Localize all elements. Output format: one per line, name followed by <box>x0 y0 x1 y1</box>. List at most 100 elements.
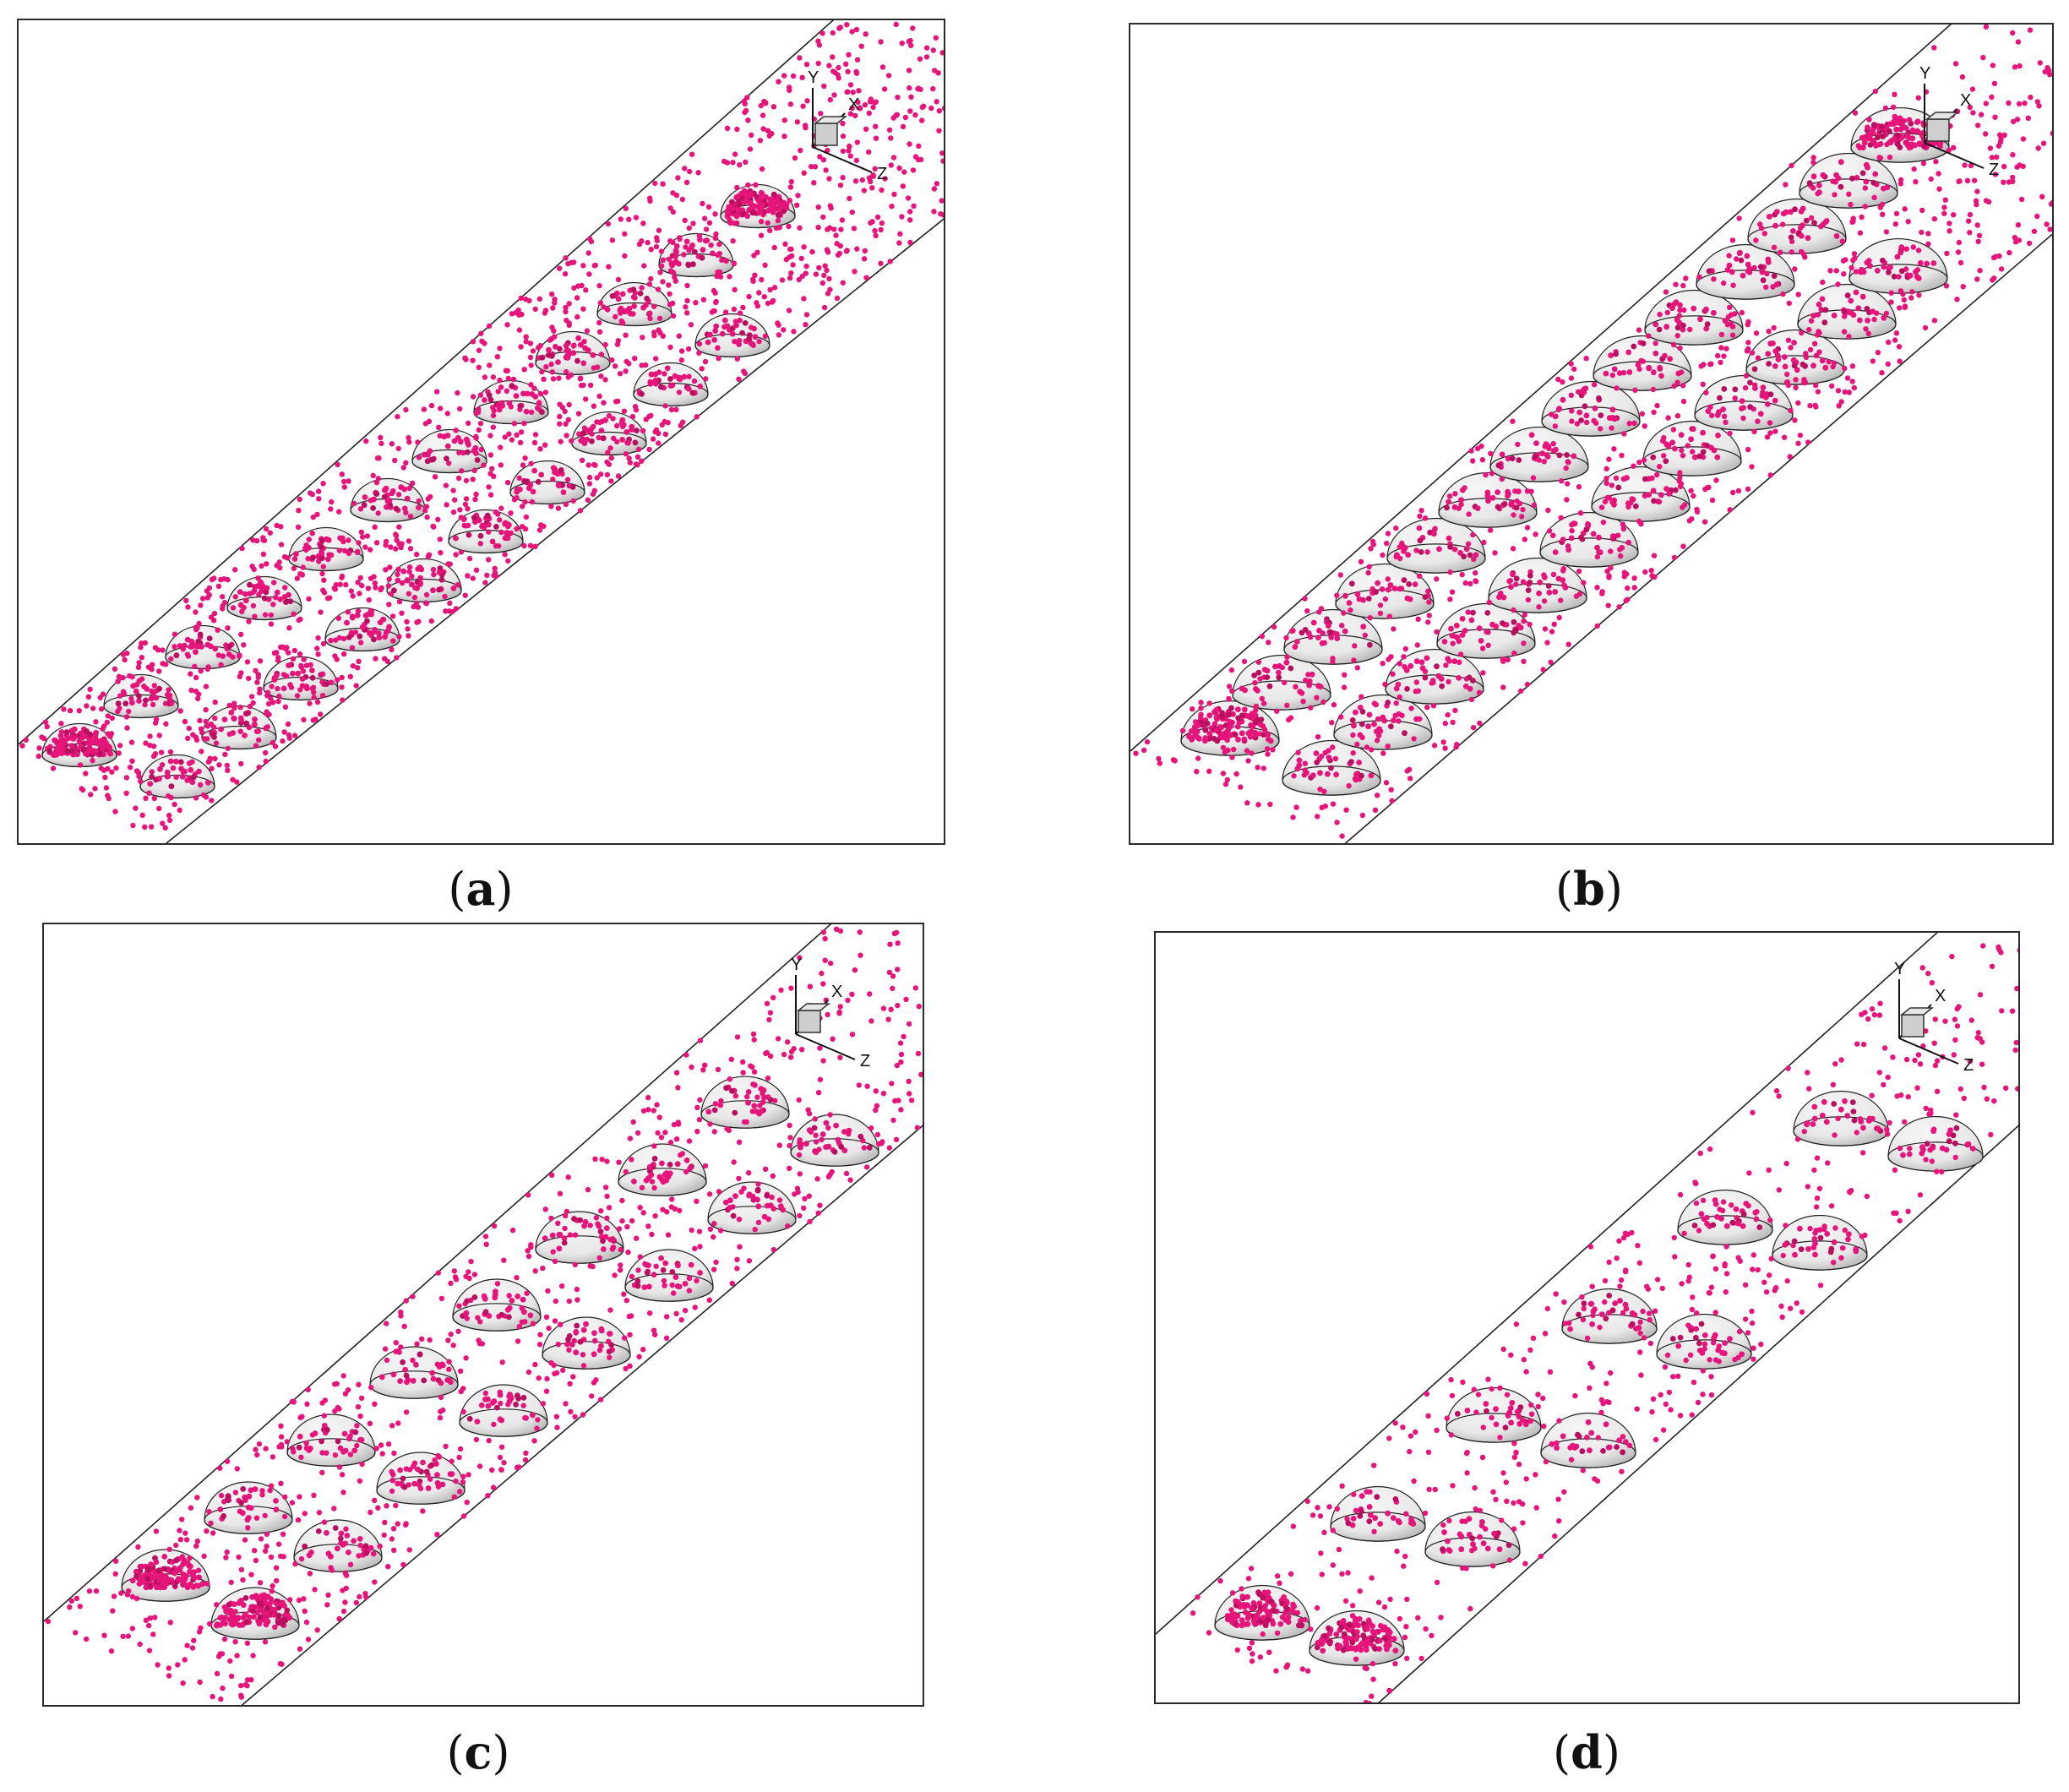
particle <box>366 629 373 636</box>
particle <box>273 673 280 679</box>
particle <box>654 1102 660 1108</box>
particle <box>497 346 503 351</box>
particle <box>489 538 496 545</box>
particle <box>608 455 614 461</box>
particle <box>930 47 937 53</box>
particle <box>632 295 638 301</box>
particle <box>1772 348 1779 354</box>
particle <box>619 291 626 297</box>
particle <box>2034 99 2040 105</box>
particle <box>117 705 123 711</box>
particle <box>844 248 850 253</box>
particle <box>623 332 629 338</box>
particle <box>336 635 343 641</box>
particle <box>1781 354 1788 360</box>
particle <box>591 1380 597 1386</box>
particle <box>1511 512 1516 518</box>
particle <box>1170 757 1177 763</box>
particle <box>906 68 912 74</box>
particle <box>470 575 476 581</box>
particle <box>195 695 201 701</box>
particle <box>755 1219 762 1226</box>
particle <box>716 355 721 362</box>
particle <box>651 303 657 309</box>
particle <box>1946 221 1952 226</box>
particle <box>509 1298 515 1304</box>
particle <box>1260 732 1267 738</box>
particle <box>820 214 826 221</box>
particle <box>769 130 775 137</box>
particle <box>1857 144 1863 151</box>
particle <box>1476 625 1483 632</box>
particle <box>225 1493 231 1499</box>
particle <box>623 205 629 211</box>
particle <box>166 812 172 819</box>
particle <box>413 1361 419 1368</box>
particle <box>1736 215 1742 221</box>
particle <box>2001 179 2006 185</box>
particle <box>1318 606 1325 612</box>
particle <box>127 673 133 679</box>
particle <box>1133 750 1139 756</box>
particle <box>185 604 191 610</box>
particle <box>673 406 679 412</box>
particle <box>674 1161 681 1168</box>
particle <box>93 719 99 725</box>
particle <box>378 1374 385 1381</box>
particle <box>837 25 843 30</box>
particle <box>1333 771 1339 778</box>
particle <box>1527 572 1533 579</box>
particle <box>1552 423 1558 429</box>
particle <box>1717 395 1723 401</box>
particle <box>830 30 836 36</box>
particle <box>185 653 192 659</box>
particle <box>486 392 493 399</box>
particle <box>395 492 402 498</box>
particle <box>1685 443 1691 449</box>
particle <box>138 645 144 651</box>
particle <box>448 1332 454 1337</box>
particle <box>403 406 409 413</box>
particle <box>456 1454 462 1461</box>
hemisphere-rim <box>369 1370 459 1399</box>
particle <box>521 542 527 549</box>
particle <box>2044 221 2050 227</box>
particle <box>816 264 822 271</box>
particle <box>759 190 765 197</box>
particle <box>156 776 162 782</box>
particle <box>906 1021 912 1027</box>
particle <box>1866 117 1872 123</box>
particle <box>1658 373 1664 379</box>
particle <box>1525 587 1532 593</box>
particle <box>476 427 482 433</box>
particle <box>346 1435 352 1442</box>
particle <box>1356 760 1362 765</box>
particle <box>669 382 676 389</box>
particle <box>1986 199 1992 205</box>
particle <box>177 759 184 765</box>
particle <box>866 149 872 155</box>
particle <box>133 805 139 811</box>
particle <box>770 1173 776 1179</box>
particle <box>297 1494 302 1500</box>
particle <box>476 347 482 353</box>
particle <box>1461 553 1467 560</box>
particle <box>196 1629 203 1635</box>
particle <box>1816 189 1822 196</box>
particle <box>604 459 610 466</box>
particle <box>677 1207 683 1213</box>
particle <box>250 1653 256 1659</box>
particle <box>560 489 567 495</box>
particle <box>640 1210 646 1216</box>
particle <box>1700 429 1706 436</box>
particle <box>898 1107 904 1113</box>
particle <box>1887 139 1894 146</box>
particle <box>123 700 129 707</box>
particle <box>1505 455 1511 462</box>
particle <box>1618 553 1624 559</box>
particle <box>482 340 487 346</box>
particle <box>566 401 572 408</box>
particle <box>618 1267 623 1273</box>
particle <box>101 1632 107 1638</box>
particle <box>538 522 544 528</box>
